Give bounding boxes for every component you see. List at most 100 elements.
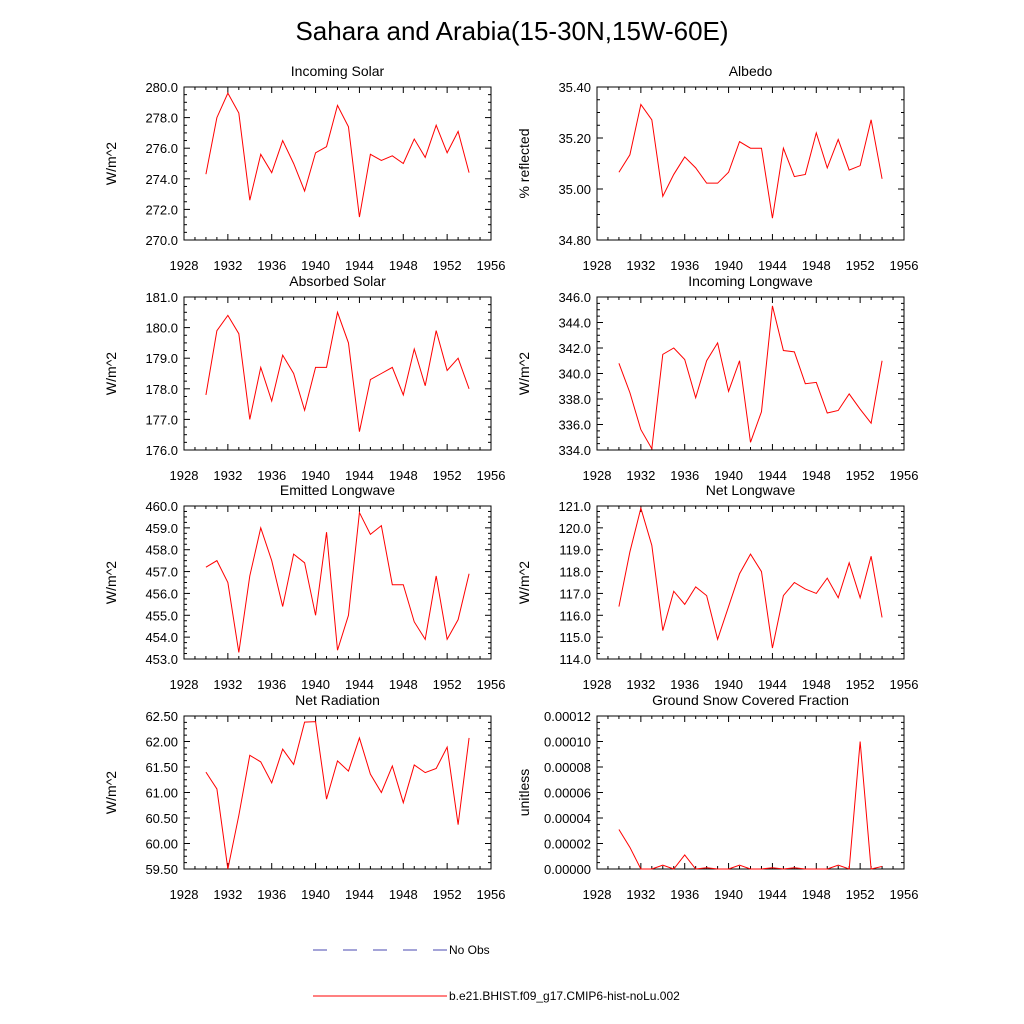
x-tick-label: 1932	[626, 468, 655, 483]
x-tick-label: 1932	[626, 887, 655, 902]
panel-title: Net Radiation	[295, 692, 380, 708]
plot-frame	[183, 715, 492, 870]
y-tick-label: 0.00000	[544, 862, 591, 877]
y-tick-label: 59.50	[145, 862, 178, 877]
y-axis-label: W/m^2	[103, 561, 119, 604]
panel-title: Incoming Longwave	[688, 273, 813, 289]
y-tick-label: 116.0	[559, 608, 591, 623]
series-line	[618, 305, 883, 451]
x-tick-label: 1948	[389, 258, 418, 273]
plot-frame	[596, 86, 905, 241]
x-tick-label: 1952	[846, 887, 875, 902]
legend-model-label: b.e21.BHIST.f09_g17.CMIP6-hist-noLu.002	[449, 989, 680, 1003]
y-tick-label: 118.0	[559, 565, 591, 580]
y-axis-label: W/m^2	[103, 142, 119, 185]
x-tick-label: 1932	[213, 887, 242, 902]
chart-panel: Incoming Solar W/m^2 1928 1932 1936 1940 1944 1…	[103, 63, 505, 273]
plot-frame	[596, 505, 905, 660]
panel-title: Absorbed Solar	[289, 273, 386, 289]
x-tick-label: 1952	[433, 258, 462, 273]
y-tick-label: 274.0	[145, 172, 178, 187]
y-tick-label: 334.0	[558, 443, 591, 458]
y-tick-label: 270.0	[145, 233, 178, 248]
x-tick-label: 1944	[758, 677, 787, 692]
x-tick-label: 1944	[758, 887, 787, 902]
x-tick-label: 1928	[170, 887, 199, 902]
x-tick-label: 1940	[714, 468, 743, 483]
y-tick-label: 62.50	[145, 709, 178, 724]
y-tick-label: 342.0	[558, 341, 591, 356]
chart-panel: Emitted Longwave W/m^2 1928 1932 1936 1940 194…	[103, 482, 505, 692]
series-line	[205, 92, 470, 218]
y-tick-label: 458.0	[145, 543, 178, 558]
x-tick-label: 1932	[213, 468, 242, 483]
chart-panel: Net Longwave W/m^2 1928 1932 1936 1940 1944 194…	[516, 482, 918, 692]
y-tick-label: 453.0	[145, 652, 178, 667]
x-tick-label: 1928	[170, 677, 199, 692]
y-tick-label: 34.80	[558, 233, 591, 248]
y-tick-label: 272.0	[145, 202, 178, 217]
series-line	[205, 510, 470, 653]
x-tick-label: 1944	[345, 677, 374, 692]
legend: No Obs b.e21.BHIST.f09_g17.CMIP6-hist-no…	[313, 943, 680, 1003]
y-tick-label: 280.0	[145, 80, 178, 95]
y-tick-label: 276.0	[145, 141, 178, 156]
y-tick-label: 62.00	[145, 735, 178, 750]
y-tick-label: 120.0	[558, 521, 591, 536]
x-tick-label: 1940	[301, 258, 330, 273]
y-axis-label: W/m^2	[516, 352, 532, 395]
x-tick-label: 1932	[626, 258, 655, 273]
panel-title: Incoming Solar	[291, 63, 385, 79]
series-line	[618, 506, 883, 649]
x-tick-label: 1936	[670, 887, 699, 902]
x-tick-label: 1948	[802, 258, 831, 273]
x-tick-label: 1936	[257, 677, 286, 692]
plot-frame	[596, 296, 905, 451]
x-tick-label: 1936	[670, 258, 699, 273]
chart-panel: Absorbed Solar W/m^2 1928 1932 1936 1940 1944 1…	[103, 273, 505, 483]
y-tick-label: 340.0	[558, 367, 591, 382]
x-tick-label: 1936	[670, 677, 699, 692]
y-tick-label: 0.00010	[544, 735, 591, 750]
y-tick-label: 61.50	[145, 760, 178, 775]
x-tick-label: 1936	[257, 468, 286, 483]
y-tick-label: 177.0	[145, 412, 178, 427]
x-tick-label: 1956	[890, 468, 919, 483]
panels: Incoming Solar W/m^2 1928 1932 1936 1940 1944 1…	[103, 63, 918, 902]
x-tick-label: 1928	[170, 258, 199, 273]
y-tick-label: 0.00008	[544, 760, 591, 775]
panel-title: Emitted Longwave	[280, 482, 395, 498]
x-tick-label: 1940	[301, 468, 330, 483]
plot-frame	[183, 86, 492, 241]
x-tick-label: 1932	[213, 677, 242, 692]
y-axis-label: unitless	[516, 769, 532, 816]
y-tick-label: 456.0	[145, 586, 178, 601]
chart-panel: Ground Snow Covered Fraction unitless 1928…	[516, 692, 918, 902]
x-tick-label: 1928	[583, 887, 612, 902]
y-tick-label: 180.0	[145, 321, 178, 336]
plot-frame	[596, 715, 905, 870]
x-tick-label: 1948	[389, 887, 418, 902]
x-tick-label: 1956	[477, 887, 506, 902]
y-tick-label: 176.0	[145, 443, 178, 458]
series-line	[205, 310, 470, 432]
y-tick-label: 344.0	[558, 316, 591, 331]
y-tick-label: 121.0	[558, 499, 591, 514]
y-tick-label: 0.00012	[544, 709, 591, 724]
y-tick-label: 336.0	[558, 418, 591, 433]
x-tick-label: 1956	[477, 468, 506, 483]
y-tick-label: 278.0	[145, 111, 178, 126]
y-tick-label: 117.0	[559, 586, 591, 601]
plot-frame	[183, 505, 492, 660]
x-tick-label: 1956	[890, 258, 919, 273]
x-tick-label: 1936	[257, 258, 286, 273]
y-tick-label: 61.00	[145, 786, 178, 801]
y-tick-label: 181.0	[145, 290, 178, 305]
x-tick-label: 1928	[583, 677, 612, 692]
x-tick-label: 1928	[583, 468, 612, 483]
y-tick-label: 460.0	[145, 499, 178, 514]
main-title: Sahara and Arabia(15-30N,15W-60E)	[295, 16, 728, 46]
chart-panel: Net Radiation W/m^2 1928 1932 1936 1940 1944 19…	[103, 692, 505, 902]
legend-obs-label: No Obs	[449, 943, 490, 957]
